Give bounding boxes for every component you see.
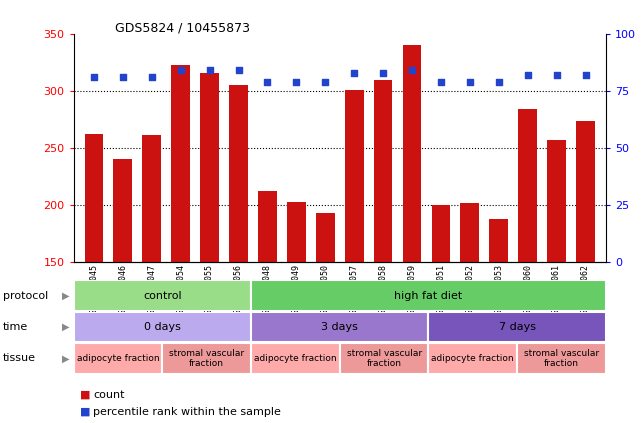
Text: tissue: tissue (3, 353, 36, 363)
Bar (229, 85, 248, 262)
Bar (460, 203, 479, 262)
Text: stromal vascular
fraction: stromal vascular fraction (169, 349, 244, 368)
Text: stromal vascular
fraction: stromal vascular fraction (347, 349, 422, 368)
Point (89, 74, 99, 81)
Bar (428, 343, 517, 374)
Bar (340, 343, 428, 374)
Text: ■: ■ (80, 407, 90, 417)
Bar (287, 202, 306, 262)
Text: adipocyte fraction: adipocyte fraction (254, 354, 337, 363)
Bar (374, 80, 392, 262)
Text: time: time (3, 322, 28, 332)
Point (118, 74, 128, 81)
Text: high fat diet: high fat diet (394, 291, 463, 301)
Text: 7 days: 7 days (499, 322, 536, 332)
Bar (519, 109, 537, 262)
Point (378, 69, 388, 76)
Text: stromal vascular
fraction: stromal vascular fraction (524, 349, 599, 368)
Bar (251, 343, 340, 374)
Bar (316, 213, 335, 262)
Point (407, 67, 417, 74)
Text: protocol: protocol (3, 291, 49, 301)
Bar (171, 65, 190, 262)
Text: ▶: ▶ (62, 291, 69, 301)
Text: ▶: ▶ (62, 353, 69, 363)
Bar (576, 121, 595, 262)
Point (494, 78, 504, 85)
Bar (85, 135, 103, 262)
Point (320, 78, 330, 85)
Bar (142, 135, 161, 262)
Text: control: control (143, 291, 181, 301)
Bar (489, 219, 508, 262)
Point (204, 67, 215, 74)
Bar (74, 280, 251, 311)
Bar (428, 312, 606, 342)
Text: percentile rank within the sample: percentile rank within the sample (93, 407, 281, 417)
Bar (403, 45, 421, 262)
Bar (517, 343, 606, 374)
Bar (113, 159, 132, 262)
Point (233, 67, 244, 74)
Text: ▶: ▶ (62, 322, 69, 332)
Point (262, 78, 272, 85)
Bar (200, 73, 219, 262)
Bar (251, 280, 606, 311)
Text: adipocyte fraction: adipocyte fraction (77, 354, 160, 363)
Text: adipocyte fraction: adipocyte fraction (431, 354, 514, 363)
Bar (74, 312, 251, 342)
Bar (431, 205, 451, 262)
Point (147, 74, 157, 81)
Bar (74, 343, 162, 374)
Point (522, 71, 533, 78)
Bar (345, 90, 363, 262)
Text: ■: ■ (80, 390, 90, 400)
Point (349, 69, 360, 76)
Point (580, 71, 590, 78)
Text: 0 days: 0 days (144, 322, 181, 332)
Point (291, 78, 301, 85)
Text: GDS5824 / 10455873: GDS5824 / 10455873 (115, 21, 251, 34)
Bar (258, 192, 277, 262)
Bar (162, 343, 251, 374)
Point (176, 67, 186, 74)
Text: 3 days: 3 days (321, 322, 358, 332)
Text: count: count (93, 390, 124, 400)
Bar (251, 312, 428, 342)
Point (436, 78, 446, 85)
Point (465, 78, 475, 85)
Bar (547, 140, 566, 262)
Point (551, 71, 562, 78)
